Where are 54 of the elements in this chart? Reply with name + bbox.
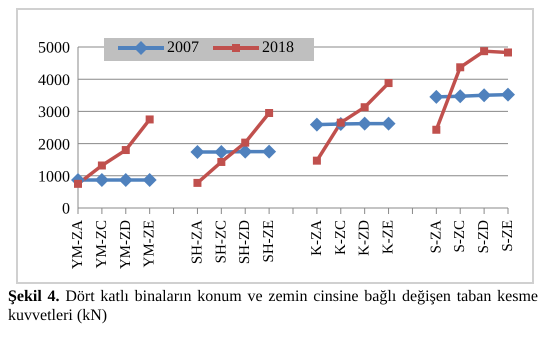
- legend-label: 2007: [167, 39, 199, 57]
- x-tick-label: YM-ZD: [118, 220, 134, 270]
- point: [504, 48, 512, 56]
- point: [217, 158, 226, 166]
- text: Şekil 4. Dört katlı binaların konum ve zemin cinsine bağlı değişen taban kesme kuvvetleri (kN): [8, 287, 538, 325]
- x-tick-label: YM-ZC: [94, 220, 110, 268]
- point: [262, 144, 276, 159]
- point: [142, 172, 157, 187]
- point: [477, 88, 492, 102]
- point: [453, 89, 468, 104]
- x-tick-label: YM-ZE: [142, 220, 158, 268]
- point: [118, 172, 133, 187]
- point: [360, 103, 369, 112]
- x-tick-label: K-ZD: [356, 220, 373, 256]
- point: [241, 138, 250, 147]
- x-tick-label: S-ZE: [500, 220, 516, 252]
- x-tick-label: S-ZC: [452, 220, 468, 253]
- point: [190, 144, 204, 159]
- point: [122, 146, 130, 154]
- x-tick-label: SH-ZD: [237, 220, 254, 264]
- point: [501, 88, 515, 102]
- point: [312, 156, 321, 165]
- point: [98, 161, 106, 170]
- point: [238, 144, 252, 159]
- legend-label: 2018: [262, 39, 294, 57]
- point: [265, 109, 274, 118]
- x-tick-label: K-ZE: [380, 220, 397, 254]
- point: [382, 116, 396, 131]
- point: [94, 172, 109, 187]
- x-tick-label: SH-ZA: [189, 220, 206, 264]
- y-tick-label: 1000: [38, 168, 70, 186]
- x-tick-label: S-ZD: [476, 220, 492, 254]
- y-tick-label: 5000: [38, 40, 70, 57]
- point: [214, 144, 228, 159]
- y-tick-label: 3000: [38, 104, 70, 122]
- point: [74, 180, 82, 188]
- point: [193, 178, 202, 187]
- x-tick-label: K-ZA: [308, 220, 325, 256]
- point: [310, 118, 324, 132]
- x-tick-label: K-ZC: [332, 220, 349, 255]
- point: [429, 90, 444, 104]
- point: [384, 79, 393, 88]
- x-tick-label: SH-ZE: [261, 220, 278, 262]
- y-tick-label: 2000: [38, 136, 70, 154]
- point: [146, 115, 154, 124]
- point: [480, 47, 488, 56]
- point: [456, 63, 464, 72]
- y-tick-label: 0: [62, 200, 70, 218]
- x-tick-label: S-ZA: [428, 220, 444, 254]
- y-tick-label: 4000: [38, 72, 70, 89]
- point: [358, 116, 372, 131]
- x-tick-label: SH-ZC: [213, 220, 230, 264]
- x-tick-label: YM-ZA: [70, 220, 86, 270]
- point: [432, 126, 440, 134]
